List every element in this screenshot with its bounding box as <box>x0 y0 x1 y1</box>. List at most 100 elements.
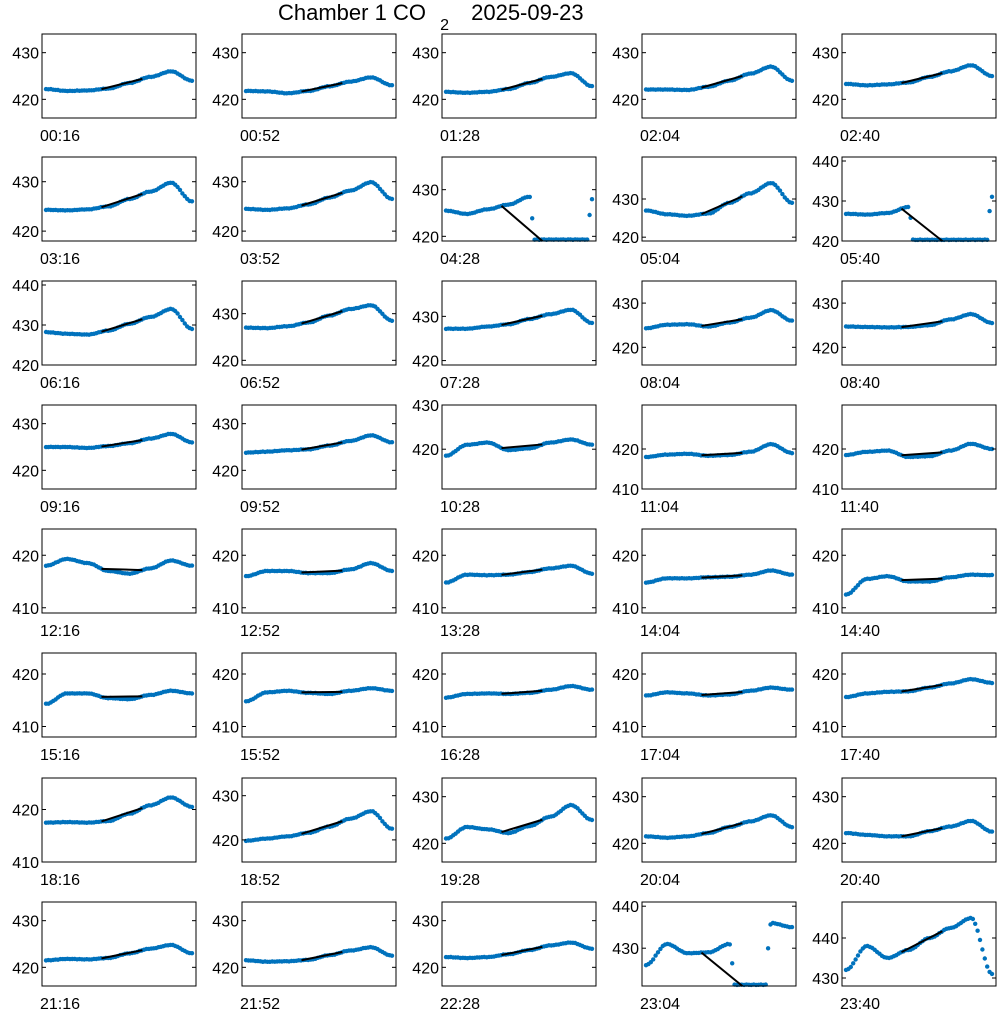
data-points <box>443 940 595 961</box>
subplot-time-label: 18:16 <box>40 872 80 889</box>
title-date: 2025-09-23 <box>471 0 584 25</box>
data-point <box>970 916 976 922</box>
data-points <box>843 572 995 597</box>
y-tick-label: 430 <box>612 941 639 958</box>
fit-line <box>501 77 543 91</box>
axes-box <box>441 652 597 738</box>
axes-box <box>441 528 597 614</box>
axes-box <box>41 901 197 987</box>
subplot-time-label: 21:16 <box>40 996 80 1013</box>
fit-line <box>500 205 544 242</box>
y-tick-label: 410 <box>612 601 639 618</box>
data-point <box>177 314 183 320</box>
axes-box <box>41 33 197 119</box>
fit-line <box>701 195 743 216</box>
fit-line <box>301 820 343 835</box>
axes-box <box>441 33 597 119</box>
subplot: 420 430 03:52 <box>212 156 397 268</box>
data-points <box>843 194 995 243</box>
y-tick-label: 420 <box>212 833 239 850</box>
axes-box <box>241 528 397 614</box>
axes-box <box>441 156 597 242</box>
data-point <box>730 961 735 966</box>
y-tick-label: 440 <box>612 899 639 916</box>
subplot-time-label: 08:40 <box>840 375 880 392</box>
y-tick-label: 430 <box>212 914 239 931</box>
data-points <box>643 685 795 698</box>
subplot: 430 440 23:40 <box>812 901 997 1013</box>
data-point <box>589 817 595 823</box>
subplot-time-label: 05:04 <box>640 251 680 268</box>
axes-box <box>41 528 197 614</box>
subplot-time-label: 08:04 <box>640 375 680 392</box>
data-points <box>443 563 595 585</box>
data-points <box>243 433 395 455</box>
data-point <box>587 212 592 218</box>
fit-line <box>901 683 943 693</box>
data-point <box>189 951 195 956</box>
fit-line <box>901 827 943 838</box>
fit-line <box>901 451 943 457</box>
y-tick-label: 420 <box>12 92 39 109</box>
data-point <box>589 687 595 692</box>
subplot: 420 430 02:04 <box>612 33 797 145</box>
subplot: 410 420 11:40 <box>812 404 997 516</box>
data-point <box>789 200 795 205</box>
fit-line <box>301 441 343 451</box>
axes-box <box>241 777 397 863</box>
y-tick-label: 410 <box>812 601 839 618</box>
axes-box <box>841 777 997 863</box>
y-tick-label: 430 <box>412 309 439 326</box>
data-point <box>651 957 656 962</box>
data-point <box>906 204 911 210</box>
axes-box <box>841 652 997 738</box>
y-tick-label: 410 <box>812 482 839 499</box>
subplot: 420 430 21:52 <box>212 901 397 1013</box>
data-point <box>589 320 595 326</box>
data-point <box>848 964 853 970</box>
fit-line <box>501 818 543 834</box>
fit-line <box>701 574 743 579</box>
data-points <box>443 683 595 700</box>
data-points <box>843 915 995 977</box>
axes-box <box>841 33 997 119</box>
fit-line <box>101 318 143 333</box>
data-point <box>189 804 195 810</box>
data-points <box>243 75 395 96</box>
fit-line <box>101 193 143 209</box>
subplot-time-label: 14:04 <box>640 623 680 640</box>
data-points <box>843 311 995 330</box>
data-point <box>189 78 195 84</box>
y-tick-label: 410 <box>12 855 39 872</box>
subplot: 420 430 21:16 <box>12 901 197 1013</box>
data-points <box>43 942 195 963</box>
y-tick-label: 420 <box>612 442 639 459</box>
data-points <box>243 560 395 579</box>
subplot-time-label: 23:04 <box>640 996 680 1013</box>
data-points <box>843 441 995 460</box>
data-points <box>443 194 595 242</box>
subplot: 420 430 02:40 <box>812 33 997 145</box>
fit-line <box>701 822 743 835</box>
y-tick-label: 420 <box>812 667 839 684</box>
data-point <box>855 953 861 958</box>
data-point <box>977 937 983 943</box>
data-point <box>389 688 395 694</box>
axes-box <box>641 404 797 490</box>
data-point <box>765 946 771 951</box>
axes-box <box>841 404 997 490</box>
y-tick-label: 420 <box>212 224 239 241</box>
y-tick-label: 410 <box>12 720 39 737</box>
data-point <box>655 950 661 955</box>
title-main: Chamber 1 CO <box>278 0 426 25</box>
data-point <box>987 208 992 214</box>
data-point <box>989 680 995 686</box>
y-tick-label: 410 <box>12 601 39 618</box>
y-tick-label: 440 <box>812 154 839 171</box>
figure-title: Chamber 1 CO 2 2025-09-23 <box>278 0 584 35</box>
axes-box <box>41 156 197 242</box>
y-tick-label: 430 <box>412 46 439 63</box>
subplot-time-label: 21:52 <box>240 996 280 1013</box>
data-points <box>443 70 595 96</box>
subplot: 420 430 10:28 <box>412 398 597 516</box>
